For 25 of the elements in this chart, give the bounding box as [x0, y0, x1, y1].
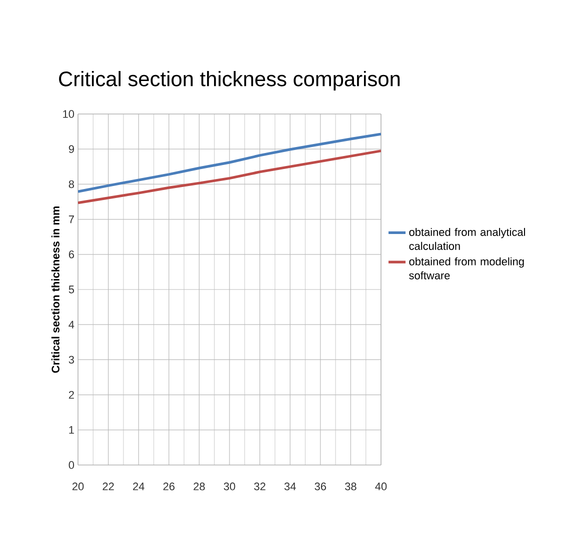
- y-tick-label: 1: [69, 426, 74, 434]
- y-tick-label: 4: [68, 320, 74, 328]
- x-tick-label: 20: [72, 482, 84, 490]
- x-tick-label: 36: [314, 482, 326, 490]
- x-tick-label: 34: [284, 482, 296, 490]
- y-tick-label: 10: [63, 110, 74, 118]
- x-tick-label: 32: [254, 482, 266, 490]
- x-tick-label: 22: [102, 482, 114, 490]
- y-tick-label: 6: [68, 250, 74, 258]
- legend-label: obtained from modeling software: [409, 257, 524, 280]
- y-tick-label: 7: [68, 216, 74, 224]
- x-tick-label: 24: [133, 482, 144, 490]
- y-tick-label: 3: [68, 356, 74, 364]
- y-tick-label: 2: [68, 390, 74, 399]
- x-tick-label: 40: [375, 482, 387, 490]
- x-tick-label: 26: [163, 482, 175, 490]
- x-tick-label: 30: [224, 482, 236, 490]
- y-tick-label: 5: [68, 286, 74, 294]
- chart-title: Critical section thickness comparison: [59, 71, 400, 90]
- y-tick-label: 0: [68, 461, 74, 469]
- x-tick-label: 38: [345, 482, 356, 490]
- x-tick-label: 28: [194, 482, 205, 490]
- y-tick-label: 8: [68, 180, 74, 188]
- y-axis-title: Critical section thickness in mm: [51, 206, 60, 373]
- y-tick-label: 9: [68, 145, 74, 153]
